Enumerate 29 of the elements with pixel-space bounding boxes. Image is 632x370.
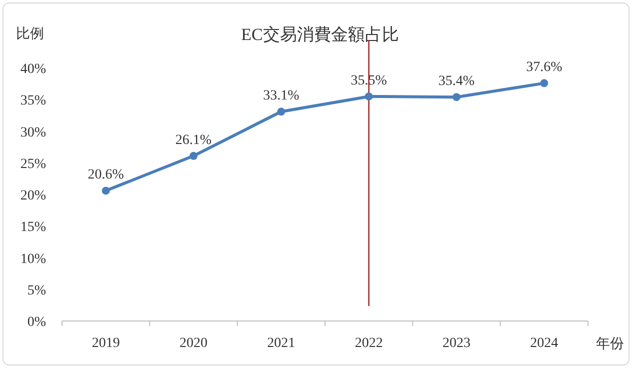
chart-title: EC交易消費金額占比 <box>241 25 399 44</box>
text: 35.4% <box>438 74 475 90</box>
x-tick-label: 2022 <box>354 336 383 351</box>
point <box>540 79 548 88</box>
x-axis-title: 年份 <box>596 336 624 352</box>
x-tick-label: 2019 <box>92 336 120 351</box>
point <box>102 186 110 195</box>
point <box>190 152 198 160</box>
y-tick-label: 15% <box>20 220 46 236</box>
text: 37.6% <box>526 60 562 76</box>
y-tick-label: 10% <box>20 252 46 267</box>
point <box>277 108 286 116</box>
y-tick-label: 40% <box>20 62 46 77</box>
text: 26.1% <box>175 132 212 148</box>
point <box>364 92 373 100</box>
y-tick-label: 25% <box>20 156 46 172</box>
point <box>452 93 460 102</box>
x-tick-label: 2020 <box>180 336 208 351</box>
x-tick-label: 2023 <box>442 336 470 351</box>
text: 33.1% <box>263 88 300 104</box>
x-tick-label: 2021 <box>267 336 296 351</box>
y-tick-label: 0% <box>27 315 46 330</box>
y-tick-label: 35% <box>20 94 46 109</box>
text: 20.6% <box>88 168 124 183</box>
x-tick-label: 2024 <box>530 336 558 351</box>
y-tick-label: 5% <box>27 283 46 298</box>
y-tick-label: 30% <box>20 125 46 140</box>
y-axis-title: 比例 <box>16 26 44 42</box>
y-tick-label: 20% <box>20 188 46 204</box>
